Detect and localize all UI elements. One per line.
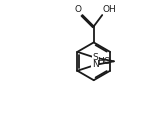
Text: O: O <box>75 5 82 14</box>
Text: OH: OH <box>103 5 117 14</box>
Text: N: N <box>92 60 99 69</box>
Text: S: S <box>92 53 98 62</box>
Text: HO: HO <box>97 57 111 66</box>
